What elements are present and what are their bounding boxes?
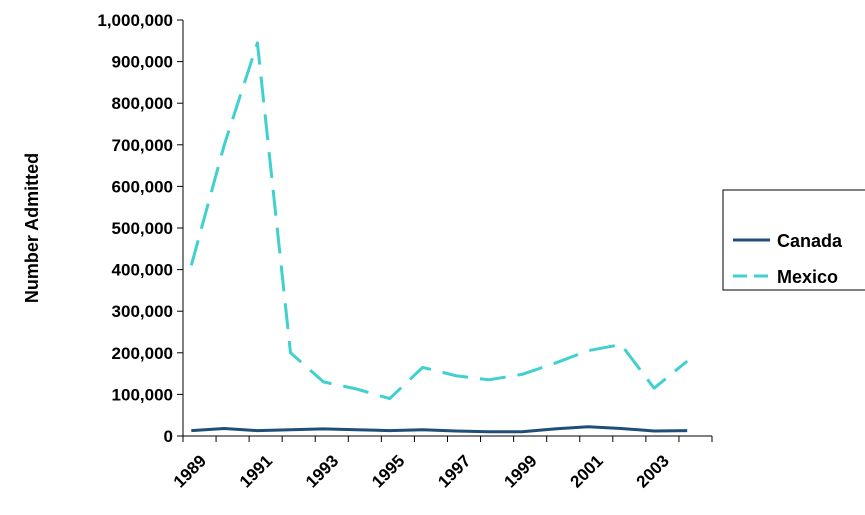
legend-label-canada: Canada [777, 231, 843, 251]
x-tick-label: 2003 [633, 451, 673, 491]
y-axis-ticks: 0 100,000 200,000 300,000 400,000 500,000 600,… [97, 11, 183, 446]
x-tick-label: 1997 [434, 451, 474, 491]
y-tick-label: 700,000 [112, 136, 173, 155]
y-tick-label: 900,000 [112, 53, 173, 72]
series-line-mexico [189, 41, 689, 401]
y-tick-label: 800,000 [112, 94, 173, 113]
x-tick-label: 1999 [500, 451, 540, 491]
y-tick-label: 0 [164, 427, 173, 446]
y-tick-label: 100,000 [112, 385, 173, 404]
y-tick-label: 600,000 [112, 177, 173, 196]
x-tick-label: 1989 [170, 451, 210, 491]
x-axis-ticks: 1989 1991 1993 1995 1997 1999 2001 2003 [170, 436, 713, 491]
axes [182, 20, 712, 437]
y-tick-label: 500,000 [112, 219, 173, 238]
y-tick-label: 1,000,000 [97, 11, 173, 30]
x-tick-label: 2001 [567, 451, 607, 491]
x-tick-label: 1991 [236, 451, 276, 491]
y-tick-label: 400,000 [112, 261, 173, 280]
x-tick-label: 1993 [302, 451, 342, 491]
y-tick-label: 300,000 [112, 302, 173, 321]
series-line-canada [191, 425, 688, 434]
legend-label-mexico: Mexico [777, 267, 838, 287]
x-tick-label: 1995 [368, 451, 408, 491]
legend: Canada Mexico [722, 189, 865, 291]
series-lines [189, 41, 689, 434]
y-axis-title: Number Admitted [22, 153, 42, 303]
y-tick-label: 200,000 [112, 344, 173, 363]
